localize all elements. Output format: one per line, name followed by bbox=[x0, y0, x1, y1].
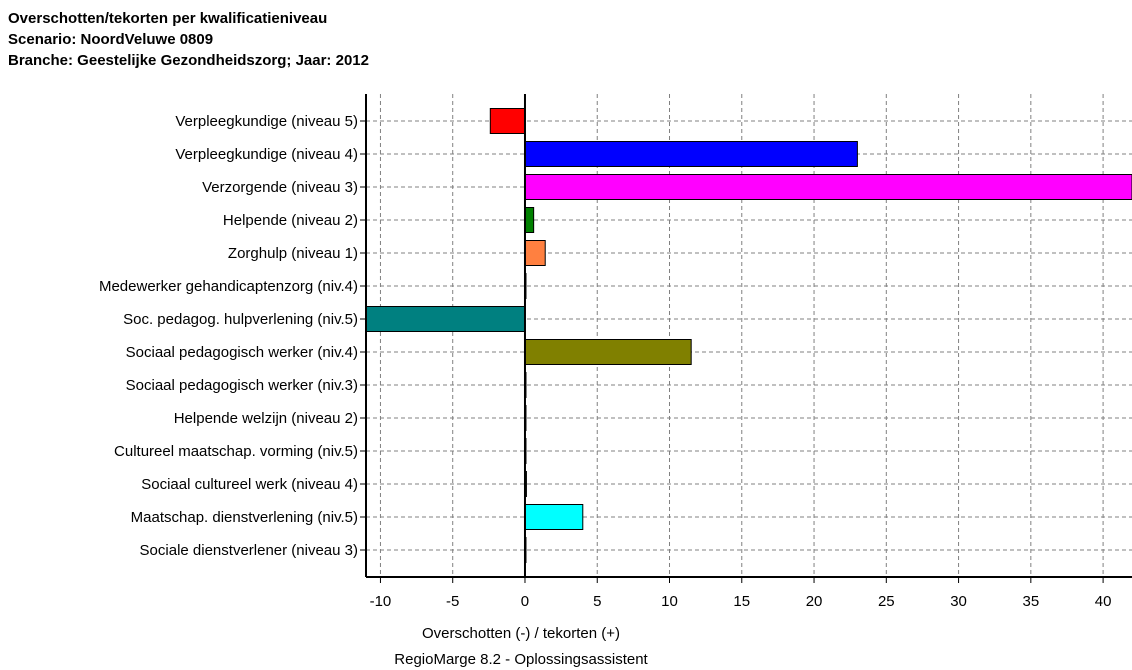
x-tick-label: 25 bbox=[878, 593, 895, 610]
y-tick-label: Helpende welzijn (niveau 2) bbox=[174, 410, 358, 427]
bar-3 bbox=[524, 174, 1132, 200]
x-tick-label: 40 bbox=[1095, 593, 1112, 610]
x-tick-label: -10 bbox=[370, 593, 392, 610]
credit-text: RegioMarge 8.2 - Oplossingsassistent bbox=[394, 651, 648, 668]
x-axis-label: Overschotten (-) / tekorten (+) bbox=[422, 625, 620, 642]
bar-5 bbox=[524, 240, 546, 266]
chart-branche: Branche: Geestelijke Gezondheidszorg; Ja… bbox=[8, 52, 369, 69]
bar-1 bbox=[489, 108, 526, 134]
bar-4 bbox=[524, 207, 535, 233]
bar-2 bbox=[524, 141, 858, 167]
bar-7 bbox=[365, 306, 526, 332]
x-tick-label: 5 bbox=[593, 593, 601, 610]
y-tick-label: Zorghulp (niveau 1) bbox=[228, 245, 358, 262]
y-tick-label: Verzorgende (niveau 3) bbox=[202, 179, 358, 196]
x-tick-label: 10 bbox=[661, 593, 678, 610]
y-tick-label: Helpende (niveau 2) bbox=[223, 212, 358, 229]
y-tick-label: Sociale dienstverlener (niveau 3) bbox=[140, 542, 358, 559]
x-tick-label: 20 bbox=[806, 593, 823, 610]
x-tick-label: 35 bbox=[1022, 593, 1039, 610]
x-tick-label: -5 bbox=[446, 593, 459, 610]
y-tick-label: Verpleegkundige (niveau 5) bbox=[175, 113, 358, 130]
y-tick-label: Sociaal pedagogisch werker (niv.3) bbox=[126, 377, 358, 394]
y-tick-label: Soc. pedagog. hulpverlening (niv.5) bbox=[123, 311, 358, 328]
y-tick-label: Cultureel maatschap. vorming (niv.5) bbox=[114, 443, 358, 460]
y-tick-label: Sociaal cultureel werk (niveau 4) bbox=[141, 476, 358, 493]
x-tick-label: 30 bbox=[950, 593, 967, 610]
x-tick-label: 0 bbox=[521, 593, 529, 610]
chart-title: Overschotten/tekorten per kwalificatieni… bbox=[8, 10, 328, 27]
y-tick-label: Verpleegkundige (niveau 4) bbox=[175, 146, 358, 163]
x-tick-label: 15 bbox=[733, 593, 750, 610]
y-tick-label: Medewerker gehandicaptenzorg (niv.4) bbox=[99, 278, 358, 295]
y-tick-label: Maatschap. dienstverlening (niv.5) bbox=[131, 509, 358, 526]
bar-8 bbox=[524, 339, 692, 365]
chart-scenario: Scenario: NoordVeluwe 0809 bbox=[8, 31, 214, 48]
chart-title-block: Overschotten/tekorten per kwalificatieni… bbox=[8, 8, 369, 71]
bar-13 bbox=[524, 504, 584, 530]
y-tick-label: Sociaal pedagogisch werker (niv.4) bbox=[126, 344, 358, 361]
